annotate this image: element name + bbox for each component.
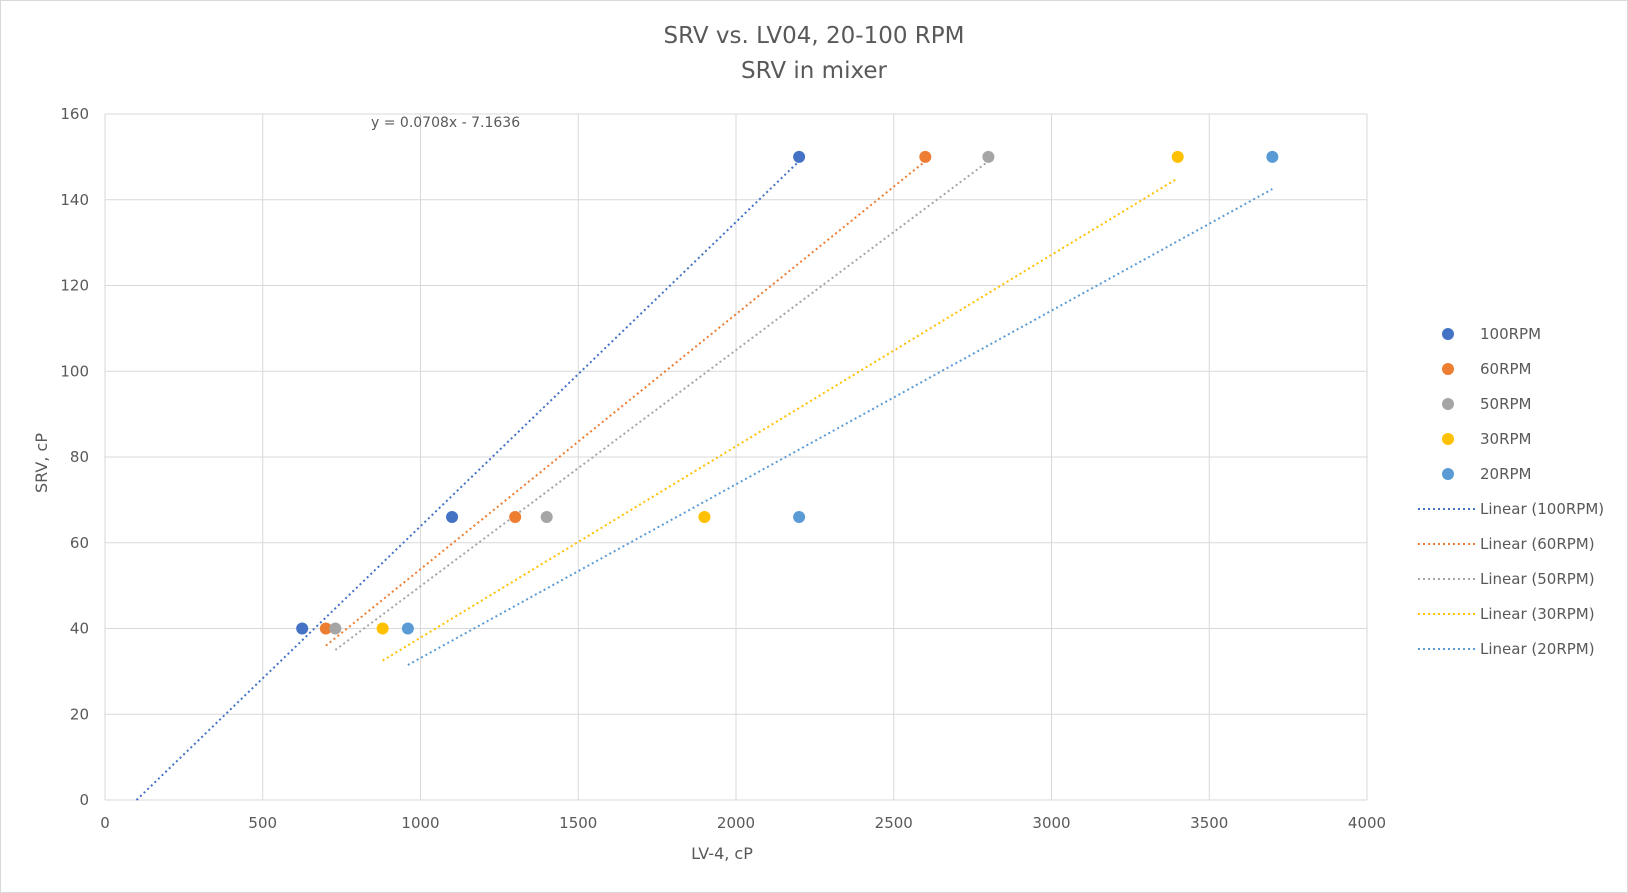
point-20rpm: [401, 622, 414, 635]
legend-item-linear-50rpm[interactable]: Linear (50RPM): [1418, 570, 1595, 588]
legend-label: Linear (60RPM): [1480, 535, 1595, 553]
legend-marker: [1442, 433, 1454, 445]
point-50rpm: [982, 150, 995, 163]
x-tick-label: 500: [248, 814, 277, 832]
legend-label: Linear (30RPM): [1480, 605, 1595, 623]
legend-item-linear-60rpm[interactable]: Linear (60RPM): [1418, 535, 1595, 553]
legend-label: 60RPM: [1480, 360, 1532, 378]
trendline-20rpm: [407, 188, 1273, 666]
legend-item-linear-30rpm[interactable]: Linear (30RPM): [1418, 605, 1595, 623]
legend-label: Linear (50RPM): [1480, 570, 1595, 588]
legend-label: 30RPM: [1480, 430, 1532, 448]
x-tick-label: 1000: [401, 814, 439, 832]
point-60rpm: [919, 150, 932, 163]
legend-marker: [1442, 363, 1454, 375]
legend-item-50rpm[interactable]: 50RPM: [1442, 395, 1532, 413]
legend-label: 20RPM: [1480, 465, 1532, 483]
trendline-100rpm: [135, 160, 800, 801]
x-tick-label: 2500: [875, 814, 913, 832]
x-tick-label: 0: [100, 814, 110, 832]
legend-marker: [1442, 398, 1454, 410]
legend-item-60rpm[interactable]: 60RPM: [1442, 360, 1532, 378]
point-100rpm: [446, 511, 459, 524]
point-20rpm: [793, 511, 806, 524]
legend-marker: [1442, 328, 1454, 340]
y-tick-label: 80: [70, 448, 89, 466]
y-tick-label: 100: [60, 362, 89, 380]
point-60rpm: [509, 511, 522, 524]
legend-item-100rpm[interactable]: 100RPM: [1442, 325, 1541, 343]
y-axis-label: SRV, cP: [32, 433, 51, 493]
point-30rpm: [698, 511, 711, 524]
point-30rpm: [1171, 150, 1184, 163]
y-tick-label: 0: [79, 791, 89, 809]
trendline-30rpm: [382, 177, 1179, 662]
legend-label: 100RPM: [1480, 325, 1541, 343]
x-tick-label: 4000: [1348, 814, 1386, 832]
x-tick-label: 2000: [717, 814, 755, 832]
trendlines: [135, 160, 1273, 801]
point-100rpm: [296, 622, 309, 635]
legend-item-linear-100rpm[interactable]: Linear (100RPM): [1418, 500, 1604, 518]
point-20rpm: [1266, 150, 1279, 163]
point-60rpm: [319, 622, 332, 635]
gridlines: [104, 113, 1368, 801]
legend[interactable]: 100RPM 60RPM 50RPM 30RPM 20RPM Linear (100RPM…: [1418, 325, 1604, 658]
legend-item-20rpm[interactable]: 20RPM: [1442, 465, 1532, 483]
x-tick-label: 3000: [1032, 814, 1070, 832]
trendline-equation: y = 0.0708x - 7.1636: [371, 115, 520, 131]
y-tick-label: 40: [70, 620, 89, 638]
legend-marker: [1442, 468, 1454, 480]
data-points: [296, 150, 1279, 635]
legend-item-linear-20rpm[interactable]: Linear (20RPM): [1418, 640, 1595, 658]
point-50rpm: [540, 511, 553, 524]
x-tick-label: 3500: [1190, 814, 1228, 832]
tick-labels: 0 20 40 60 80 100 120 140 160 0 500 1000 1500 2000 250…: [60, 105, 1386, 832]
legend-label: 50RPM: [1480, 395, 1532, 413]
trendline-50rpm: [334, 160, 989, 651]
legend-label: Linear (100RPM): [1480, 500, 1604, 518]
x-axis-label: LV-4, cP: [691, 844, 753, 863]
x-tick-label: 1500: [559, 814, 597, 832]
point-30rpm: [376, 622, 389, 635]
y-tick-label: 160: [60, 105, 89, 123]
y-tick-label: 60: [70, 534, 89, 552]
chart-subtitle: SRV in mixer: [741, 58, 887, 84]
point-50rpm: [329, 622, 342, 635]
trendline-60rpm: [325, 160, 926, 647]
y-tick-label: 140: [60, 191, 89, 209]
y-tick-label: 120: [60, 277, 89, 295]
point-100rpm: [793, 150, 806, 163]
legend-label: Linear (20RPM): [1480, 640, 1595, 658]
y-tick-label: 20: [70, 705, 89, 723]
legend-item-30rpm[interactable]: 30RPM: [1442, 430, 1532, 448]
chart-title: SRV vs. LV04, 20-100 RPM: [664, 23, 965, 49]
